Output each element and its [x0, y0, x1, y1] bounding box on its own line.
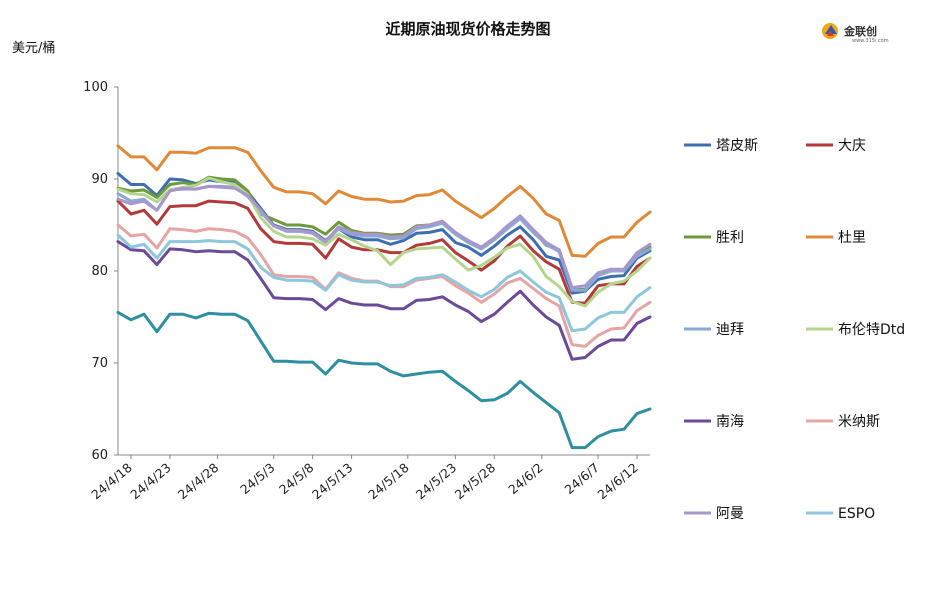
- logo-text: 金联创: [843, 24, 877, 38]
- chart-title: 近期原油现货价格走势图: [385, 20, 550, 38]
- legend-label: 塔皮斯: [716, 138, 758, 154]
- x-tick-label: 24/4/18: [88, 460, 135, 502]
- y-tick-label: 100: [83, 80, 108, 95]
- y-tick-label: 90: [91, 172, 108, 187]
- legend-label: 布伦特Dtd: [838, 322, 905, 338]
- x-tick-label: 24/6/2: [505, 460, 545, 497]
- legend-label: 米纳斯: [838, 414, 880, 430]
- legend-label: 南海: [716, 414, 744, 430]
- x-tick-label: 24/5/23: [413, 460, 460, 502]
- unit-label: 美元/桶: [12, 41, 55, 56]
- logo-mark-icon: [822, 23, 838, 39]
- x-tick-label: 24/4/28: [175, 460, 222, 502]
- legend-label: 迪拜: [716, 322, 744, 338]
- y-tick-label: 70: [91, 356, 108, 371]
- legend-label: ESPO: [838, 506, 875, 522]
- x-tick-label: 24/5/28: [452, 460, 499, 502]
- series-line-10: [116, 310, 652, 450]
- legend-label: 胜利: [716, 230, 744, 246]
- legend-label: 大庆: [838, 138, 866, 154]
- legend-label: 杜里: [838, 230, 866, 246]
- series-line-1: [116, 199, 652, 305]
- y-tick-label: 80: [91, 264, 108, 279]
- series-line-2: [116, 175, 652, 291]
- x-tick-label: 24/5/13: [309, 460, 356, 502]
- axes: [117, 87, 650, 456]
- series-line-3: [116, 144, 652, 258]
- x-tick-label: 24/5/3: [237, 460, 277, 497]
- series-line-8: [116, 184, 652, 290]
- y-axis-ticks: 60 70 80 90 100: [83, 80, 118, 463]
- legend-label: 阿曼: [716, 506, 744, 522]
- series-line-9: [116, 233, 652, 333]
- logo-subtext: www.315i.com: [852, 38, 889, 44]
- plot-lines: [116, 144, 652, 450]
- x-tick-label: 24/5/18: [365, 460, 412, 502]
- x-tick-label: 24/4/23: [127, 460, 174, 502]
- series-line-6: [116, 240, 652, 361]
- x-tick-label: 24/6/12: [594, 460, 641, 502]
- y-tick-label: 60: [91, 448, 108, 463]
- brand-logo: 金联创 www.315i.com: [822, 23, 889, 44]
- series-line-5: [116, 176, 652, 308]
